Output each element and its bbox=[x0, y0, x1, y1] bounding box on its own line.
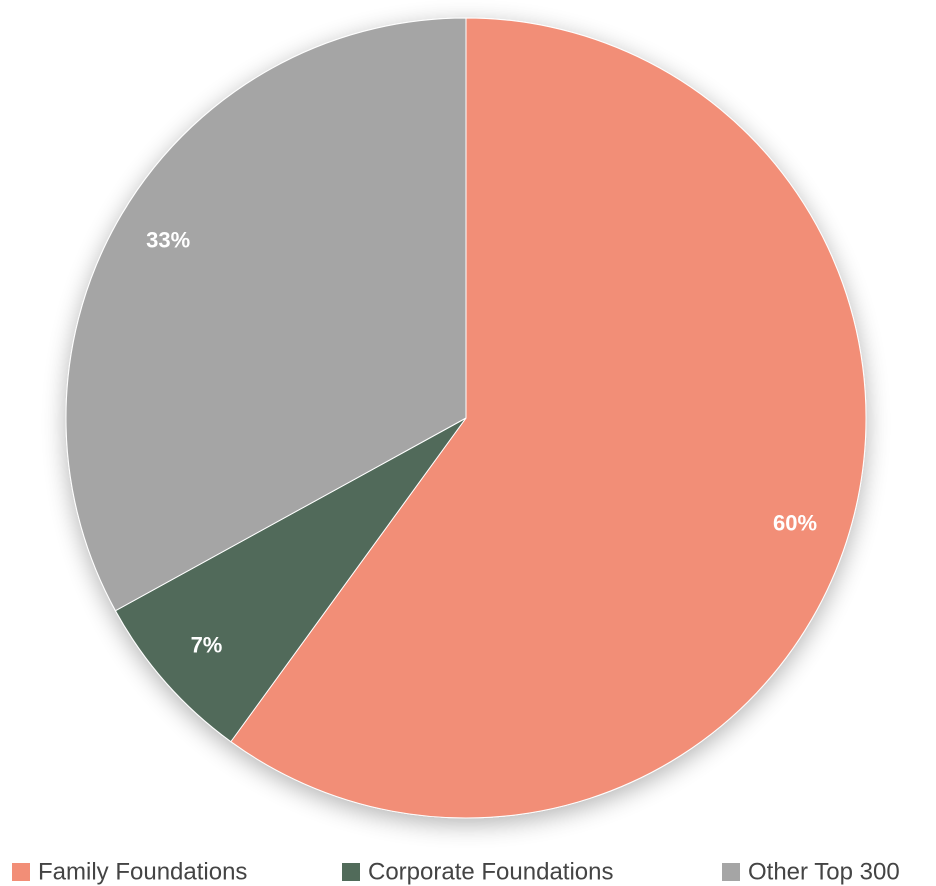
data-label: 33% bbox=[146, 228, 190, 253]
legend-marker bbox=[12, 863, 30, 881]
pie bbox=[65, 17, 867, 819]
pie-slice bbox=[114, 417, 467, 743]
pie-slice bbox=[65, 17, 467, 612]
legend-marker bbox=[722, 863, 740, 881]
data-label: 7% bbox=[191, 633, 223, 658]
pie-slice bbox=[230, 17, 867, 819]
data-label: 60% bbox=[773, 511, 817, 536]
legend-marker bbox=[342, 863, 360, 881]
legend-label: Other Top 300 bbox=[748, 858, 900, 885]
legend-label: Family Foundations bbox=[38, 858, 247, 885]
legend-label: Corporate Foundations bbox=[368, 858, 613, 885]
